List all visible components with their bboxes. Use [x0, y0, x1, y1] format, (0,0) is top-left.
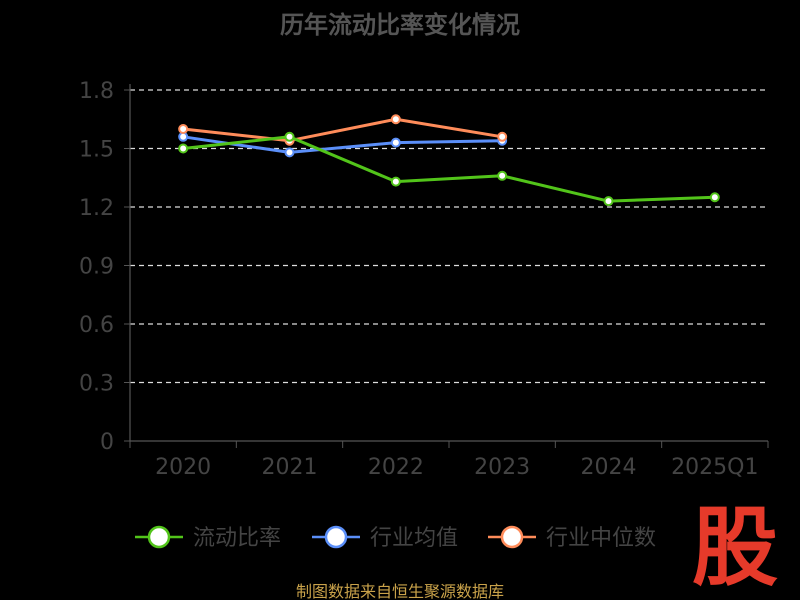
- data-point[interactable]: [178, 143, 189, 154]
- legend-label[interactable]: 行业中位数: [546, 526, 656, 551]
- legend-marker: [147, 525, 171, 549]
- y-tick-label: 1.2: [79, 196, 114, 221]
- brand-logo: 股: [692, 498, 778, 598]
- data-point[interactable]: [390, 114, 401, 125]
- data-point[interactable]: [497, 170, 508, 181]
- x-tick-label: 2023: [474, 455, 530, 480]
- x-tick-label: 2024: [581, 455, 637, 480]
- grid: [130, 89, 768, 384]
- data-point[interactable]: [390, 176, 401, 187]
- legend-marker: [324, 525, 348, 549]
- y-tick-label: 1.5: [79, 138, 114, 163]
- legend-label[interactable]: 行业均值: [370, 526, 458, 551]
- y-tick-label: 0: [100, 430, 114, 455]
- data-point[interactable]: [497, 131, 508, 142]
- data-point[interactable]: [178, 124, 189, 134]
- data-point[interactable]: [284, 147, 295, 158]
- legend-marker: [500, 525, 524, 549]
- axes: 0 0.3 0.6 0.9 1.2 1.5 1.8 2020 2021 2022 2023 2024 2…: [79, 79, 769, 480]
- series-line: [182, 135, 503, 154]
- x-tick-label: 2021: [262, 455, 318, 480]
- series-layer: [178, 114, 720, 207]
- legend-label[interactable]: 流动比率: [193, 526, 281, 551]
- x-tick-label: 2025Q1: [671, 455, 758, 480]
- legend: 流动比率 行业均值 行业中位数: [135, 525, 656, 551]
- y-tick-label: 0.6: [79, 313, 114, 338]
- y-tick-label: 0.9: [79, 255, 114, 280]
- x-tick-label: 2020: [155, 455, 211, 480]
- data-point[interactable]: [709, 192, 720, 203]
- data-point[interactable]: [284, 131, 295, 142]
- data-point[interactable]: [390, 137, 401, 148]
- y-tick-label: 1.8: [79, 79, 114, 104]
- y-tick-label: 0.3: [79, 372, 114, 397]
- series-line: [183, 135, 715, 203]
- chart-title: 历年流动比率变化情况: [280, 11, 520, 39]
- source-note: 制图数据来自恒生聚源数据库: [296, 582, 504, 600]
- x-tick-label: 2022: [368, 455, 424, 480]
- series-line: [183, 117, 503, 143]
- data-point[interactable]: [603, 196, 614, 207]
